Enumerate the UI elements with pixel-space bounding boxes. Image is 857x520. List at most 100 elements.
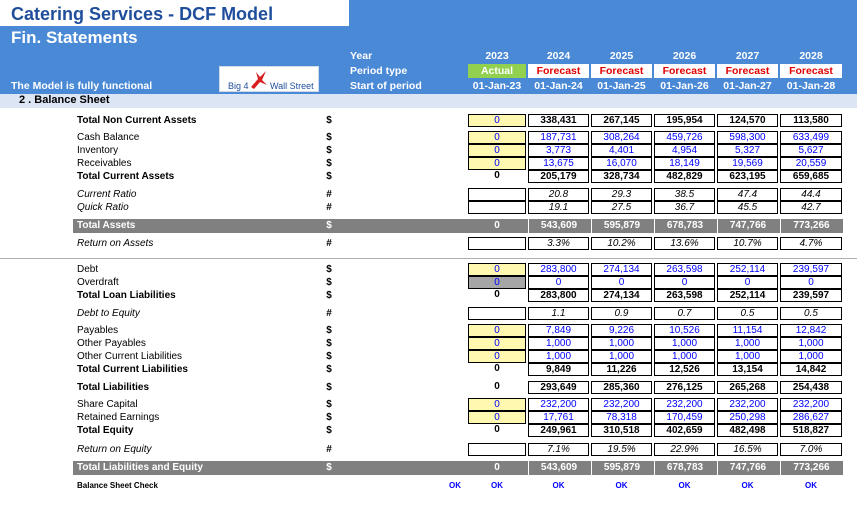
row-label-tcl: Total Current Liabilities [77,364,188,375]
input-cell-inventory[interactable]: 0 [468,144,526,157]
row-unit: $ [326,364,332,375]
value-cell-ocl: 1,000 [780,350,842,363]
section-band [0,94,857,108]
value-cell-debt: 283,800 [528,263,589,276]
row-unit: $ [326,351,332,362]
row-unit: $ [326,220,332,231]
value-cell-total-equity: 310,518 [591,424,652,437]
value-cell-retained: 286,627 [780,411,842,424]
row-unit: $ [326,264,332,275]
value-cell-quick-ratio [468,201,526,214]
title-band [0,0,349,26]
input-cell-share-capital[interactable]: 0 [468,398,526,411]
value-cell-tle: 773,266 [780,461,842,475]
value-cell-tle: 0 [494,462,500,473]
value-cell-tl: 276,125 [654,381,715,394]
value-cell-other-payables: 1,000 [591,337,652,350]
year-header: 2025 [609,50,634,62]
model-title: Catering Services - DCF Model [11,4,274,24]
value-cell-current-ratio: 20.8 [528,188,589,201]
value-cell-share-capital: 232,200 [591,398,652,411]
value-cell-tll: 0 [468,289,526,302]
value-cell-receivables: 19,569 [717,157,778,170]
value-cell-overdraft: 0 [717,276,778,289]
value-cell-roa: 13.6% [654,237,715,250]
value-cell-dte: 1.1 [528,307,589,320]
row-label-share-capital: Share Capital [77,399,138,410]
start-date-header: 01-Jan-28 [786,80,836,92]
row-label-payables: Payables [77,325,119,336]
value-cell-dte: 0.5 [780,307,842,320]
value-cell-tnca: 338,431 [528,114,589,127]
row-label-total-equity: Total Equity [77,425,134,436]
value-cell-tl: 0 [468,381,526,394]
balance-check-ok: OK [491,481,503,490]
input-cell-receivables[interactable]: 0 [468,157,526,170]
value-cell-other-payables: 1,000 [780,337,842,350]
value-cell-cash: 308,264 [591,131,652,144]
row-unit: $ [326,115,332,126]
input-cell-cash[interactable]: 0 [468,131,526,144]
value-cell-quick-ratio: 45.5 [717,201,778,214]
row-unit: $ [326,132,332,143]
row-label-dte: Debt to Equity [77,308,140,319]
value-cell-debt: 263,598 [654,263,715,276]
balance-check-ok: OK [552,481,565,490]
header-band-top [349,0,857,26]
value-cell-tca: 0 [468,170,526,183]
value-cell-tll: 239,597 [780,289,842,302]
value-cell-cash: 598,300 [717,131,778,144]
value-cell-current-ratio: 38.5 [654,188,715,201]
value-cell-quick-ratio: 27.5 [591,201,652,214]
value-cell-other-payables: 1,000 [717,337,778,350]
row-unit: $ [326,399,332,410]
row-label-retained: Retained Earnings [77,412,160,423]
period-forecast-badge: Forecast [780,64,842,78]
value-cell-tll: 252,114 [717,289,778,302]
value-cell-cash: 633,499 [780,131,842,144]
input-cell-tnca[interactable]: 0 [468,114,526,127]
row-label-roa: Return on Assets [77,238,154,249]
input-cell-other-payables[interactable]: 0 [468,337,526,350]
period-forecast-badge: Forecast [591,64,652,78]
bird-logo-icon [251,71,267,89]
year-label: Year [350,50,373,62]
value-cell-total-equity: 0 [468,424,526,437]
period-actual-badge: Actual [468,64,526,78]
value-cell-quick-ratio: 19.1 [528,201,589,214]
input-cell-retained[interactable]: 0 [468,411,526,424]
start-period-label: Start of period [350,80,422,92]
input-cell-overdraft[interactable]: 0 [468,276,526,289]
row-unit: $ [326,325,332,336]
value-cell-inventory: 5,327 [717,144,778,157]
start-date-header: 01-Jan-27 [723,80,772,92]
value-cell-overdraft: 0 [780,276,842,289]
row-label-overdraft: Overdraft [77,277,119,288]
value-cell-dte: 0.9 [591,307,652,320]
value-cell-retained: 250,298 [717,411,778,424]
row-label-other-payables: Other Payables [77,338,146,349]
value-cell-inventory: 5,627 [780,144,842,157]
value-cell-receivables: 13,675 [528,157,589,170]
value-cell-current-ratio [468,188,526,201]
row-unit: $ [326,277,332,288]
row-label-receivables: Receivables [77,158,132,169]
header-band [0,26,857,94]
value-cell-share-capital: 232,200 [528,398,589,411]
input-cell-debt[interactable]: 0 [468,263,526,276]
value-cell-overdraft: 0 [654,276,715,289]
value-cell-tca: 659,685 [780,170,842,183]
value-cell-tcl: 14,842 [780,363,842,376]
input-cell-ocl[interactable]: 0 [468,350,526,363]
value-cell-roa: 3.3% [528,237,589,250]
value-cell-total-assets: 773,266 [780,219,842,233]
value-cell-cash: 459,726 [654,131,715,144]
value-cell-retained: 78,318 [591,411,652,424]
value-cell-debt: 239,597 [780,263,842,276]
row-unit: # [326,202,332,213]
balance-check-ok: OK [678,481,691,490]
input-cell-payables[interactable]: 0 [468,324,526,337]
value-cell-tll: 263,598 [654,289,715,302]
value-cell-tle: 747,766 [717,461,778,475]
value-cell-receivables: 20,559 [780,157,842,170]
